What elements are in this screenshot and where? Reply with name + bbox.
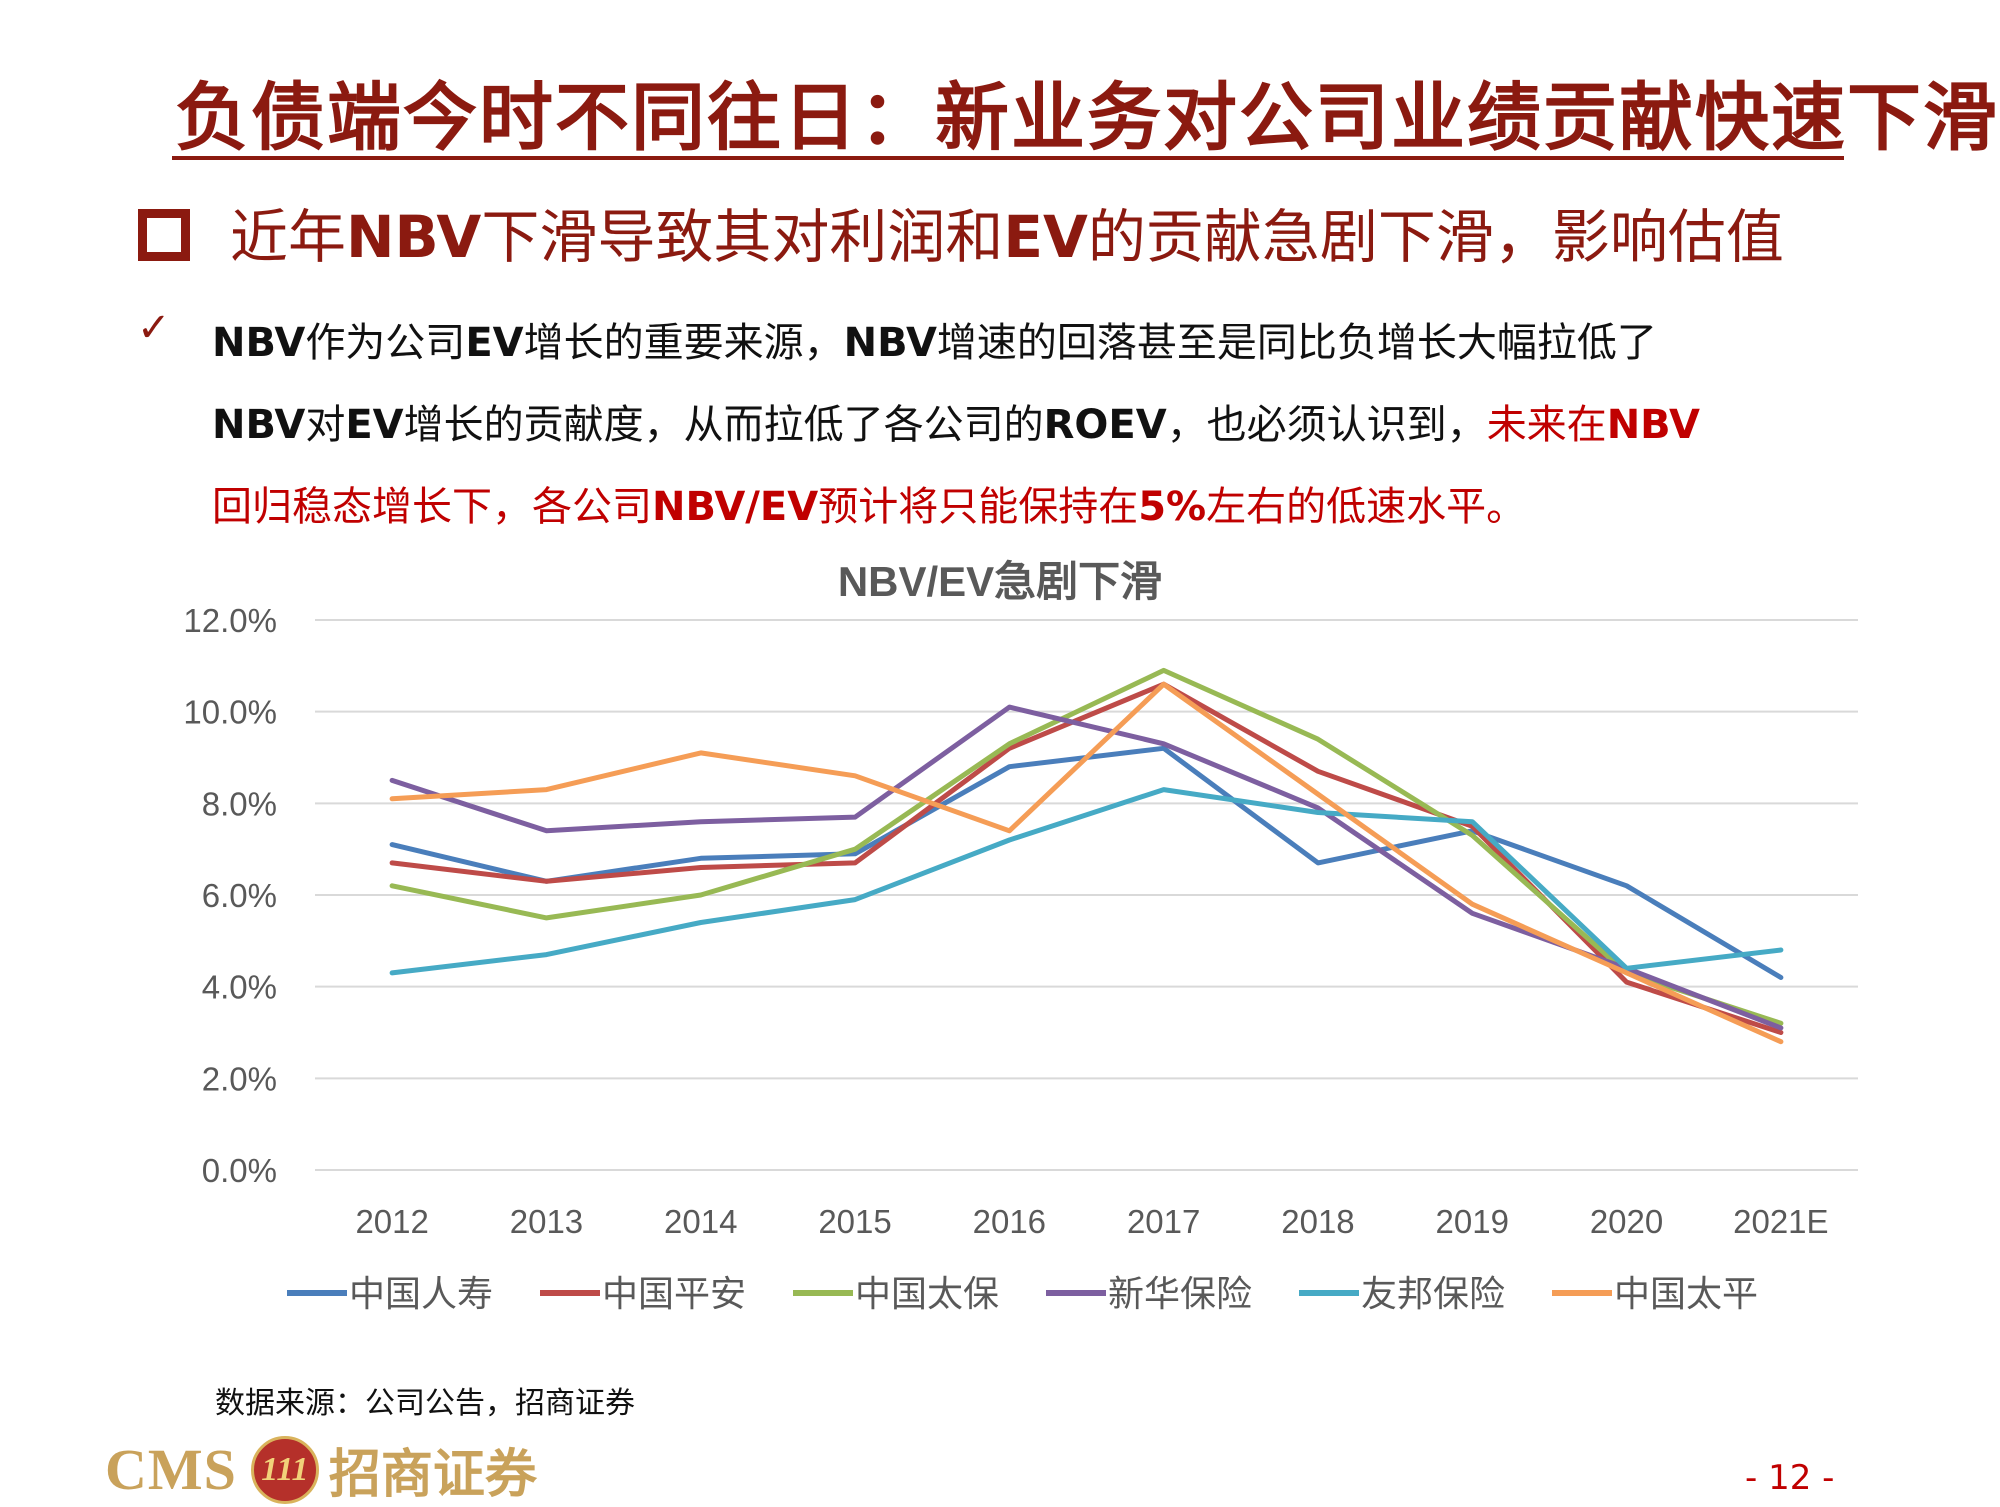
subhead-text-1: 近年 [230,203,347,271]
x-tick-label: 2017 [1127,1203,1200,1240]
bullet-text: NBV [212,402,306,448]
legend-label: 中国平安 [602,1274,746,1315]
x-tick-label: 2014 [664,1203,737,1240]
x-tick-label: 2018 [1281,1203,1354,1240]
y-tick-label: 2.0% [202,1060,277,1097]
section-heading: 近年NBV下滑导致其对利润和EV的贡献急剧下滑，影响估值 [138,190,1938,274]
x-tick-label: 2013 [510,1203,583,1240]
legend-label: 友邦保险 [1361,1274,1505,1315]
bullet-highlight: 预计将只能保持在 [818,484,1139,530]
bullet-text: EV [345,402,404,448]
chart-title: NBV/EV急剧下滑 [837,558,1163,605]
legend-label: 中国人寿 [349,1274,493,1315]
x-tick-label: 2020 [1590,1203,1663,1240]
subhead-text-4: EV [1003,203,1088,271]
bullet-highlight: 回归稳态增长下，各公司 [212,484,652,530]
checkmark-icon: ✓ [137,305,171,351]
x-tick-label: 2012 [355,1203,428,1240]
logo-cms-text: CMS [105,1437,237,1502]
x-tick-label: 2021E [1733,1203,1828,1240]
y-tick-label: 10.0% [183,694,277,731]
bullet-text: 增长的重要来源， [523,320,844,366]
y-tick-label: 12.0% [183,602,277,639]
y-tick-label: 4.0% [202,969,277,1006]
x-tick-label: 2015 [818,1203,891,1240]
legend-label: 中国太平 [1614,1274,1758,1315]
logo-name-text: 招商证券 [328,1444,537,1505]
series-line [389,667,1784,1026]
series-line [389,681,1784,1045]
subhead-text-2: NBV [346,203,482,271]
bullet-paragraph: NBV作为公司EV增长的重要来源，NBV增速的回落甚至是同比负增长大幅拉低了 NB… [212,302,1852,548]
y-tick-label: 0.0% [202,1152,277,1189]
bullet-text: ，也必须认识到， [1166,402,1487,448]
legend-label: 新华保险 [1108,1274,1252,1315]
bullet-text: NBV [212,320,306,366]
series-line [389,681,1784,1035]
y-tick-label: 8.0% [202,785,277,822]
subhead-text-5: 的贡献急剧下滑，影响估值 [1087,203,1784,271]
page-title: 负债端今时不同往日：新业务对公司业绩贡献快速下滑 [175,75,1999,161]
title-divider [172,156,1844,160]
series-line [389,787,1784,976]
x-tick-label: 2019 [1436,1203,1509,1240]
logo-emblem-icon: 111 [250,1435,319,1504]
bullet-highlight: 未来在 [1486,402,1607,448]
company-logo: CMS 111 招商证券 [105,1432,537,1505]
bullet-text: NBV [843,320,937,366]
bullet-text: EV [465,320,524,366]
bullet-highlight: 左右的低速水平。 [1206,484,1527,530]
legend-label: 中国太保 [855,1274,999,1315]
square-bullet-icon [138,208,190,261]
data-source-note: 数据来源：公司公告，招商证券 [215,1386,635,1421]
bullet-highlight: NBV [1606,402,1700,448]
bullet-highlight: 5% [1138,484,1207,530]
x-tick-label: 2016 [973,1203,1046,1240]
page-number: - 12 - [1745,1458,1835,1498]
bullet-text: 增长的贡献度，从而拉低了各公司的 [403,402,1044,448]
bullet-highlight: NBV/EV [652,484,819,530]
bullet-text: 增速的回落甚至是同比负增长大幅拉低了 [936,320,1657,366]
bullet-text: 作为公司 [305,320,466,366]
y-tick-label: 6.0% [202,877,277,914]
bullet-text: ROEV [1043,402,1167,448]
subhead-text-3: 下滑导致其对利润和 [481,203,1004,271]
bullet-text: 对 [305,402,346,448]
